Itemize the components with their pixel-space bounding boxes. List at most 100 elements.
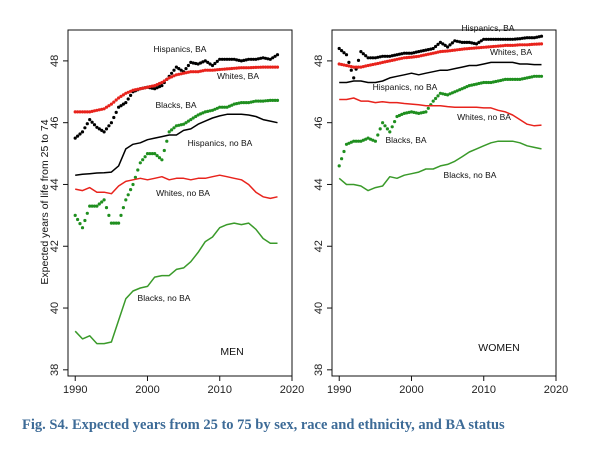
series-dot [189,118,193,122]
series-dot [359,50,363,54]
series-dot [182,71,186,75]
series-dot [501,44,505,48]
series-dot [117,105,121,109]
series-dot [450,91,454,95]
series-dot [378,61,382,65]
series-dot [530,75,534,79]
series-dot [97,202,101,206]
series-dot [129,188,133,192]
series-dot [235,58,239,62]
series-dot [80,130,85,134]
series-dot [85,211,89,215]
series-dot [523,76,527,80]
series-dot [145,85,150,89]
series-dot [508,37,512,41]
series-dot [131,182,135,187]
series-dot [361,52,365,56]
x-tick-label-women-2020: 2020 [544,384,568,396]
series-dot [261,99,265,103]
series-dot [73,213,77,217]
series-dot [510,43,515,48]
series-dot [453,90,457,94]
series-dot [174,65,178,69]
series-dot [174,73,178,77]
series-dot [532,36,536,40]
series-dot [126,97,130,101]
series-dot [347,141,351,145]
series-dot [479,39,483,43]
series-dot [263,56,268,60]
series-dot [114,98,118,102]
series-dot [83,218,87,223]
series-dot [366,63,370,68]
series-dot [198,69,203,73]
series-dot [189,70,193,74]
series-dot [155,154,159,158]
series-dot [266,57,270,61]
series-dot [402,51,406,55]
series-dot [371,62,375,67]
series-dot [539,74,544,78]
series-dot [337,62,341,66]
y-tick-label-women-44: 44 [313,178,325,190]
series-dot [501,78,505,82]
series-dot [479,45,483,50]
series-dot [506,37,510,41]
series-dot [431,99,435,103]
series-dot [352,65,356,69]
panel-women: 38 40 42 44 46 48 1990 2000 2010 2020 Hispanics, B… [313,23,568,396]
series-dot [85,110,89,114]
series-dot [112,115,116,120]
series-dot [421,110,426,114]
series-dot [155,86,159,90]
series-dot [460,47,464,51]
series-dot [412,51,416,55]
series-dot [184,71,188,75]
series-dot [518,77,522,81]
series-dot [73,136,77,140]
series-dot [381,121,385,125]
series-dot [256,99,260,103]
series-dot [344,53,349,57]
series-dot [361,65,365,69]
series-dot [249,66,253,70]
series-dot [172,126,176,130]
series-dot [131,88,135,92]
series-dots-men-whites-ba [73,65,280,114]
panel-label-men: MEN [220,346,243,358]
series-dot [95,108,99,112]
series-dot [482,80,486,85]
series-dot [465,40,469,45]
figure-caption: Fig. S4. Expected years from 25 to 75 by… [22,417,505,433]
series-dot [472,41,476,46]
series-dot [153,87,157,91]
series-dot [417,111,421,115]
series-dot [208,68,212,72]
series-dot [397,113,401,118]
series-dot [368,63,373,67]
series-dot [395,53,399,57]
series-dot [515,77,520,81]
series-dot [484,80,488,85]
series-dot [237,58,241,63]
series-dots-women-blacks-ba [337,74,544,168]
series-dot [421,49,426,53]
series-dot [191,116,195,120]
series-dot [383,54,387,58]
series-dot [405,56,409,60]
series-dots-men-blacks-ba [73,98,280,230]
series-dot [208,109,212,113]
series-dot [390,58,394,63]
series-dot [368,56,373,60]
series-dot [117,96,121,100]
series-dot [227,57,231,61]
series-dot [273,54,277,58]
series-dot [364,137,368,141]
series-dot [102,107,106,111]
series-dot [494,37,498,41]
series-dot [275,53,280,57]
series-label-women-whites-no-ba: Whites, no BA [457,112,511,122]
series-dot [191,70,195,74]
series-dot [470,46,474,50]
